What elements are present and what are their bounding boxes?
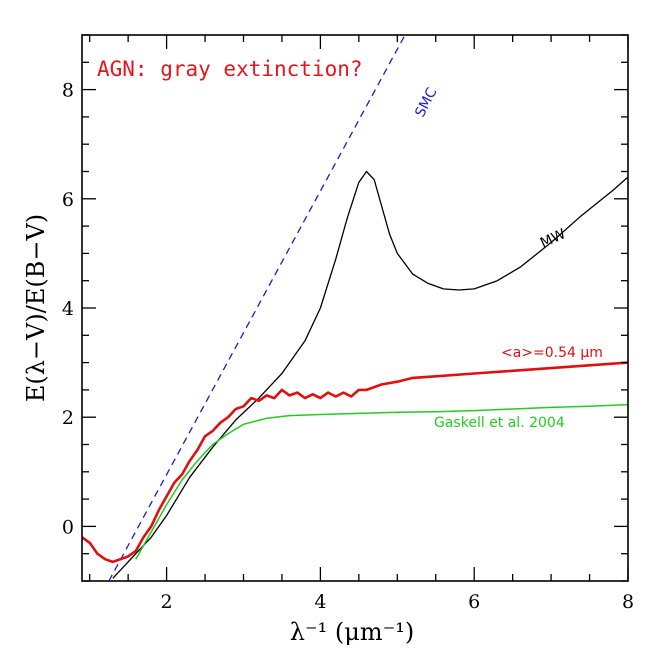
plot-frame (81, 34, 629, 582)
smc-line (108, 35, 406, 581)
y-axis-title: E(λ−V)/E(B−V) (22, 214, 50, 402)
x-tick-label: 8 (622, 591, 634, 613)
y-tick-label: 0 (62, 516, 74, 538)
chart-title: AGN: gray extinction? (97, 57, 363, 81)
x-tick-label: 2 (161, 591, 173, 613)
y-tick-label: 2 (62, 407, 74, 429)
y-tick-label: 8 (62, 80, 74, 102)
gaskell-label: Gaskell et al. 2004 (434, 415, 565, 431)
agn-label: <a>=0.54 μm (501, 345, 603, 361)
mw-line (112, 170, 628, 579)
agn-model-line (82, 361, 628, 564)
gaskell-line (135, 403, 628, 560)
mw-label: MW (538, 226, 568, 252)
y-tick-label: 4 (62, 298, 74, 320)
smc-label: SMC (412, 85, 440, 120)
x-tick-label: 6 (468, 591, 480, 613)
x-tick-label: 4 (314, 591, 326, 613)
x-axis-title: λ⁻¹ (μm⁻¹) (290, 618, 415, 646)
y-tick-label: 6 (62, 189, 74, 211)
